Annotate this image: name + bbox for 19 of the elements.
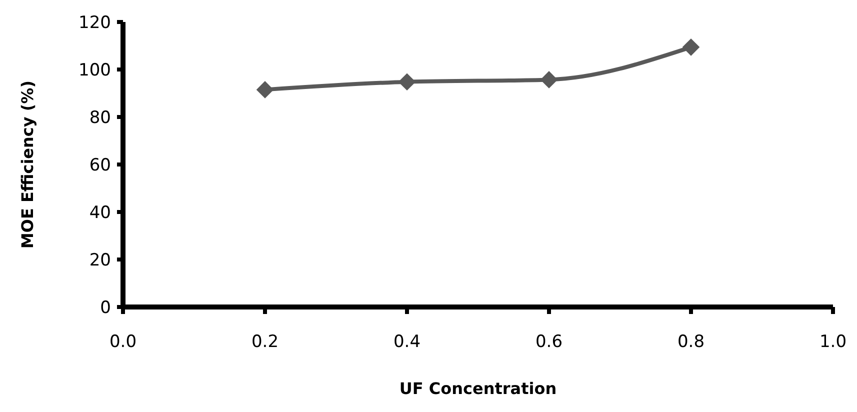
- x-tick-label: 0.6: [535, 332, 563, 352]
- y-tick-label: 120: [78, 12, 111, 33]
- y-axis-title: MOE Efficiency (%): [18, 80, 37, 249]
- x-tick-label: 0.2: [251, 332, 279, 352]
- y-tick-label: 40: [89, 202, 111, 223]
- point: [682, 38, 700, 56]
- point: [256, 81, 274, 98]
- x-tick-label: 0.0: [109, 332, 137, 352]
- x-tick-label: 0.4: [393, 332, 421, 352]
- y-tick-label: 20: [89, 250, 111, 270]
- y-tick-label: 100: [78, 60, 111, 80]
- y-tick-label: 60: [89, 155, 111, 176]
- y-tick-label: 80: [89, 108, 111, 128]
- x-tick-label: 0.8: [677, 332, 705, 352]
- point: [398, 73, 416, 91]
- x-axis-title: UF Concentration: [399, 379, 557, 398]
- y-tick-label: 0: [100, 298, 111, 318]
- x-tick-label: 1.0: [819, 332, 847, 352]
- point: [540, 71, 558, 88]
